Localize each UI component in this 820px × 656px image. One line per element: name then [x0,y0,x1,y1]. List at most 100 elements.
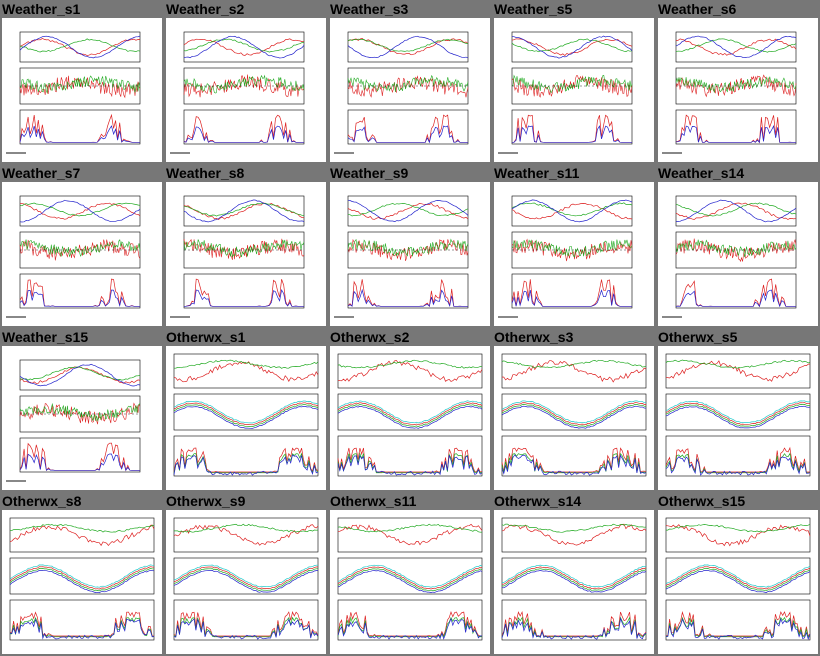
thumbnail-title: Otherwx_s8 [2,493,82,509]
plot-panel [9,599,155,641]
plot-panel [675,109,797,145]
plot-line [665,611,811,637]
plot-panel [183,195,305,227]
plot-line [19,125,140,143]
thumbnail-image-link[interactable] [2,510,162,654]
plot-line [511,38,633,56]
plot-line [511,35,633,59]
plot-panel [19,437,141,473]
plot-line [183,239,305,258]
thumbnail-card: Weather_s7 [2,164,162,326]
plot-panel [173,393,319,431]
thumbnail-image-link[interactable] [494,510,654,654]
plot-line [19,113,140,143]
plot-line [675,76,797,93]
thumbnail-image-link[interactable] [494,18,654,162]
plot-panel [665,353,811,389]
plot-line [19,289,140,308]
thumbnail-image-link[interactable] [658,18,818,162]
plot-line [665,452,810,474]
plot-line [173,611,319,637]
plot-line [501,359,647,369]
plot-line [19,75,141,99]
thumbnail-title: Weather_s5 [494,1,573,17]
plot-line [511,74,633,94]
plot-panel [347,273,469,309]
weather-plot-thumbnail [498,31,633,154]
plot-line [347,38,469,52]
plot-line [183,199,305,223]
thumbnail-image-link[interactable] [658,510,818,654]
plot-line [675,202,797,217]
thumbnail-title: Weather_s3 [330,1,409,17]
footer-mark [498,316,518,318]
plot-line [666,523,811,533]
thumbnail-image-link[interactable] [330,18,490,162]
plot-line [9,564,155,588]
plot-line [337,359,483,369]
plot-line [19,402,141,425]
plot-line [337,564,483,588]
thumbnail-title: Weather_s15 [2,329,89,345]
thumbnail-image-link[interactable] [2,18,162,162]
thumbnail-title: Otherwx_s15 [658,493,746,509]
plot-line [9,618,155,640]
thumbnail-image-link[interactable] [2,182,162,326]
thumbnail-card: Weather_s1 [2,0,162,162]
plot-panel [19,31,141,63]
plot-line [337,616,482,638]
thumbnail-image-link[interactable] [494,346,654,490]
plot-line [173,359,319,369]
plot-line [675,238,797,263]
thumbnail-card: Otherwx_s11 [330,492,490,654]
plot-line [173,404,319,427]
weather-plot-thumbnail [6,195,141,318]
plot-line [511,238,633,262]
footer-mark [6,480,26,482]
thumbnail-image-link[interactable] [166,346,326,490]
thumbnail-title: Weather_s9 [330,165,409,181]
thumbnail-image-link[interactable] [166,510,326,654]
plot-line [183,38,305,56]
plot-panel [347,195,469,227]
thumbnail-image-link[interactable] [166,18,326,162]
plot-line [675,289,796,308]
plot-line [19,202,141,217]
plot-line [337,405,483,429]
plot-line [675,35,797,58]
weather-plot-thumbnail [173,353,319,477]
thumbnail-card: Otherwx_s1 [166,328,326,490]
plot-line [501,402,647,426]
plot-line [337,566,483,590]
plot-line [19,75,141,95]
thumbnail-image-link[interactable] [658,182,818,326]
plot-panel [511,195,633,227]
thumbnail-title: Otherwx_s11 [330,493,417,509]
plot-panel [501,517,647,553]
plot-line [347,75,469,98]
thumbnail-image-link[interactable] [2,346,162,490]
thumbnail-image-link[interactable] [330,510,490,654]
plot-line [9,524,155,547]
thumbnail-image-link[interactable] [330,346,490,490]
plot-line [676,199,797,223]
plot-line [665,566,811,590]
plot-line [512,114,632,143]
thumbnail-title: Weather_s6 [658,1,737,17]
thumbnail-image-link[interactable] [658,346,818,490]
plot-line [337,360,483,382]
plot-line [511,202,633,217]
thumbnail-image-link[interactable] [166,182,326,326]
plot-line [19,202,141,220]
plot-line [19,239,141,258]
plot-line [19,442,140,472]
thumbnail-image-link[interactable] [330,182,490,326]
plot-panel [173,599,319,641]
plot-line [19,278,140,307]
thumbnail-image-link[interactable] [494,182,654,326]
weather-plot-thumbnail [334,31,469,154]
thumbnail-title: Otherwx_s1 [166,329,246,345]
weather-plot-thumbnail [6,359,141,482]
plot-line [173,447,319,473]
